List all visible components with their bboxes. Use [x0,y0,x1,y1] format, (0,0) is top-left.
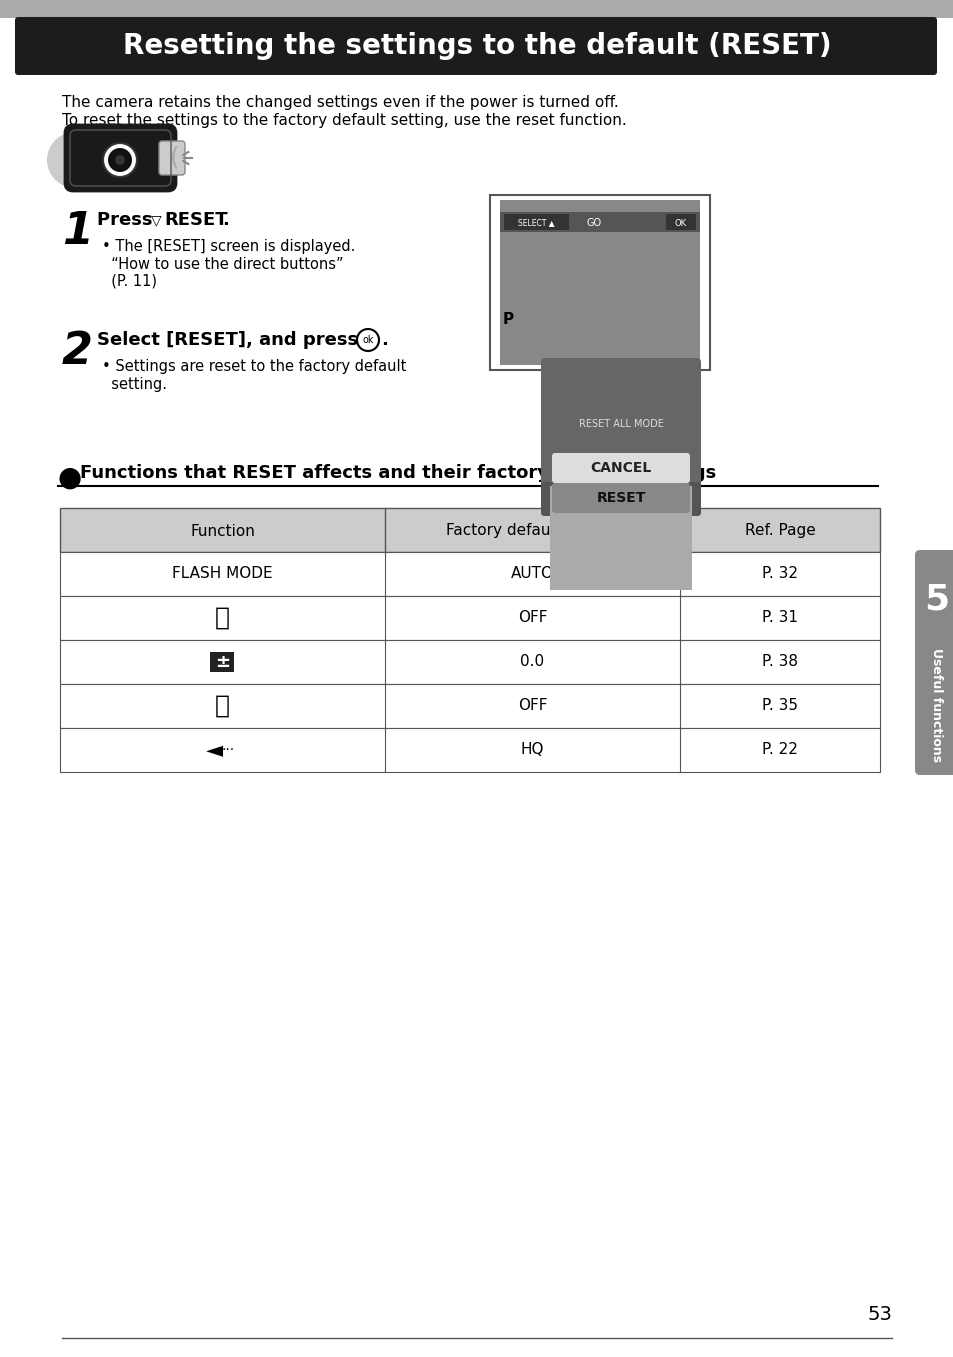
Text: ±: ± [214,653,230,670]
Text: Function: Function [190,524,254,539]
Circle shape [115,155,125,166]
Bar [0,0,953,18]
Text: P. 32: P. 32 [761,566,797,582]
Text: 0.0: 0.0 [520,654,544,669]
Bar [60,596,879,641]
Text: Select [RESET], and press: Select [RESET], and press [97,331,364,349]
FancyBboxPatch shape [552,453,689,483]
Text: “How to use the direct buttons”: “How to use the direct buttons” [102,256,343,271]
Bar [60,508,879,552]
Text: Factory default setting: Factory default setting [446,524,618,539]
Text: HQ: HQ [520,742,543,757]
Bar [211,651,234,672]
Text: The camera retains the changed settings even if the power is turned off.: The camera retains the changed settings … [62,95,618,110]
Text: setting.: setting. [102,377,167,392]
FancyBboxPatch shape [540,358,700,516]
Bar [60,641,879,684]
FancyBboxPatch shape [159,141,185,175]
Text: 🌷: 🌷 [214,607,230,630]
FancyBboxPatch shape [15,18,936,75]
Text: 53: 53 [866,1305,891,1324]
Text: (: ( [170,147,180,170]
Text: RESET: RESET [596,491,645,505]
FancyBboxPatch shape [65,125,175,191]
Text: (P. 11): (P. 11) [102,273,157,288]
Text: CANCEL: CANCEL [590,461,651,475]
FancyBboxPatch shape [552,483,689,513]
Bar [499,199,700,365]
Text: .: . [380,331,388,349]
Text: GO: GO [586,218,601,228]
Bar [550,486,691,590]
Text: P: P [502,312,513,327]
Text: • Settings are reset to the factory default: • Settings are reset to the factory defa… [102,360,406,375]
Bar [665,214,696,229]
Text: To reset the settings to the factory default setting, use the reset function.: To reset the settings to the factory def… [62,113,626,128]
Text: Useful functions: Useful functions [929,647,943,763]
Text: OFF: OFF [517,699,547,714]
FancyBboxPatch shape [540,482,700,516]
Text: OFF: OFF [517,611,547,626]
Text: P. 31: P. 31 [761,611,797,626]
Text: P. 22: P. 22 [761,742,797,757]
Text: OK: OK [674,218,686,228]
Text: Resetting the settings to the default (RESET): Resetting the settings to the default (R… [123,33,830,60]
Text: Functions that RESET affects and their factory default settings: Functions that RESET affects and their f… [80,464,716,482]
Text: RESET: RESET [164,210,228,229]
Text: P. 38: P. 38 [761,654,797,669]
Text: 2: 2 [62,330,92,373]
Text: ok: ok [362,335,374,345]
Bar [60,727,879,772]
Text: ◄: ◄ [206,740,223,760]
Text: 1: 1 [62,210,92,252]
Text: ⏱: ⏱ [214,693,230,718]
Text: ●: ● [58,464,82,493]
FancyBboxPatch shape [914,550,953,775]
Text: RESET: RESET [596,493,645,506]
Text: ▽: ▽ [151,213,161,227]
Bar [60,684,879,727]
Text: FLASH MODE: FLASH MODE [172,566,273,582]
Text: AUTO: AUTO [511,566,554,582]
Bar [490,195,709,370]
Bar [60,552,879,596]
Text: Ref. Page: Ref. Page [744,524,815,539]
Bar [499,212,700,232]
Text: 5: 5 [923,584,948,617]
Circle shape [108,148,132,172]
Text: Press: Press [97,210,158,229]
Text: .: . [222,210,229,229]
Text: RESET ALL MODE: RESET ALL MODE [578,419,662,429]
Circle shape [47,132,103,189]
Text: P. 35: P. 35 [761,699,797,714]
Bar [503,214,568,229]
Text: ···: ··· [222,744,234,757]
Text: • The [RESET] screen is displayed.: • The [RESET] screen is displayed. [102,239,355,254]
Text: SELECT ▲: SELECT ▲ [517,218,555,228]
Circle shape [103,142,137,176]
